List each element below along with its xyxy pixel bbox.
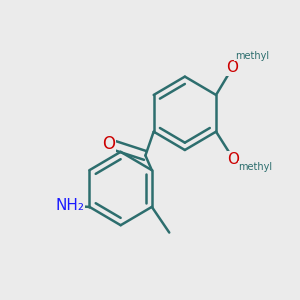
Text: O: O	[226, 60, 238, 75]
Text: O: O	[102, 135, 115, 153]
Text: O: O	[227, 152, 239, 167]
Text: NH₂: NH₂	[56, 199, 85, 214]
Text: methyl: methyl	[238, 161, 273, 172]
Text: methyl: methyl	[235, 50, 269, 61]
